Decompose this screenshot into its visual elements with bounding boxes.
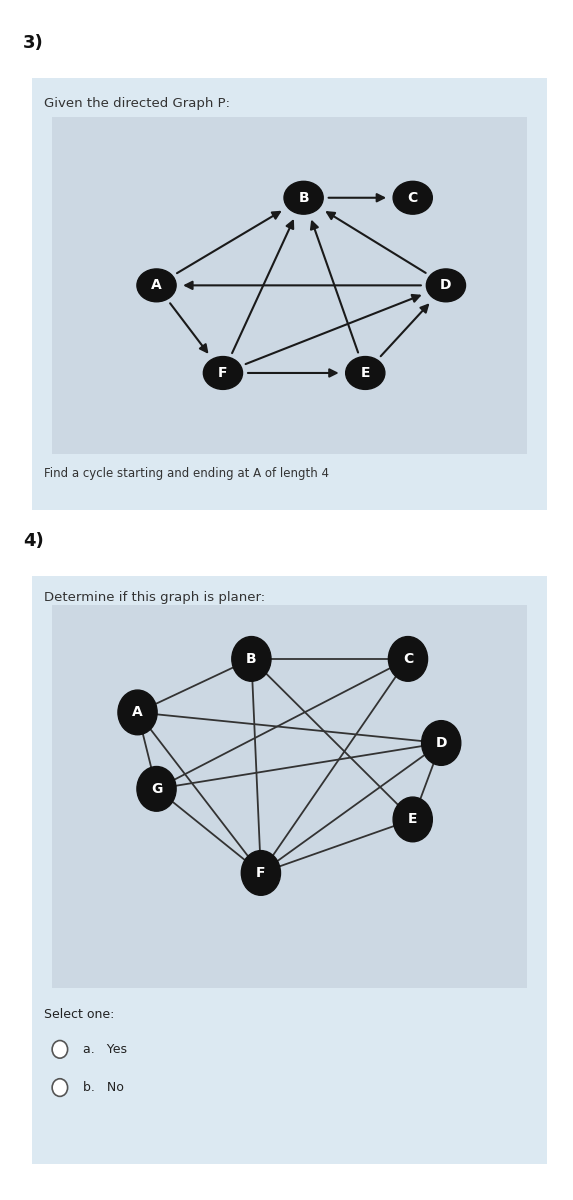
Text: D: D: [440, 278, 452, 293]
Text: A: A: [151, 278, 162, 293]
Text: G: G: [151, 782, 162, 796]
Text: Given the directed Graph P:: Given the directed Graph P:: [45, 97, 230, 110]
FancyBboxPatch shape: [52, 116, 527, 454]
Circle shape: [137, 269, 176, 301]
Circle shape: [52, 1040, 68, 1058]
Text: E: E: [360, 366, 370, 380]
Text: A: A: [132, 706, 143, 720]
Text: 4): 4): [23, 533, 44, 550]
Text: Select one:: Select one:: [45, 1008, 115, 1021]
Text: Find a cycle starting and ending at A of length 4: Find a cycle starting and ending at A of…: [45, 467, 329, 480]
FancyBboxPatch shape: [32, 78, 547, 510]
Text: 3): 3): [23, 34, 44, 52]
Circle shape: [426, 269, 465, 301]
FancyBboxPatch shape: [32, 576, 547, 1164]
Text: D: D: [435, 736, 447, 750]
Text: F: F: [256, 866, 266, 880]
Text: a.   Yes: a. Yes: [83, 1043, 127, 1056]
Circle shape: [52, 1079, 68, 1097]
Text: E: E: [408, 812, 418, 827]
Text: F: F: [218, 366, 227, 380]
Text: C: C: [403, 652, 413, 666]
Text: B: B: [246, 652, 257, 666]
Circle shape: [203, 356, 242, 389]
Circle shape: [393, 181, 432, 214]
Circle shape: [284, 181, 323, 214]
Circle shape: [422, 721, 461, 766]
Circle shape: [241, 851, 281, 895]
Circle shape: [137, 767, 176, 811]
Circle shape: [346, 356, 385, 389]
Text: C: C: [407, 191, 418, 205]
Text: b.   No: b. No: [83, 1081, 124, 1094]
Circle shape: [388, 636, 427, 682]
Circle shape: [118, 690, 157, 734]
FancyBboxPatch shape: [52, 605, 527, 988]
Text: B: B: [299, 191, 309, 205]
Circle shape: [232, 636, 271, 682]
Circle shape: [393, 797, 432, 841]
Text: Determine if this graph is planer:: Determine if this graph is planer:: [45, 590, 265, 604]
